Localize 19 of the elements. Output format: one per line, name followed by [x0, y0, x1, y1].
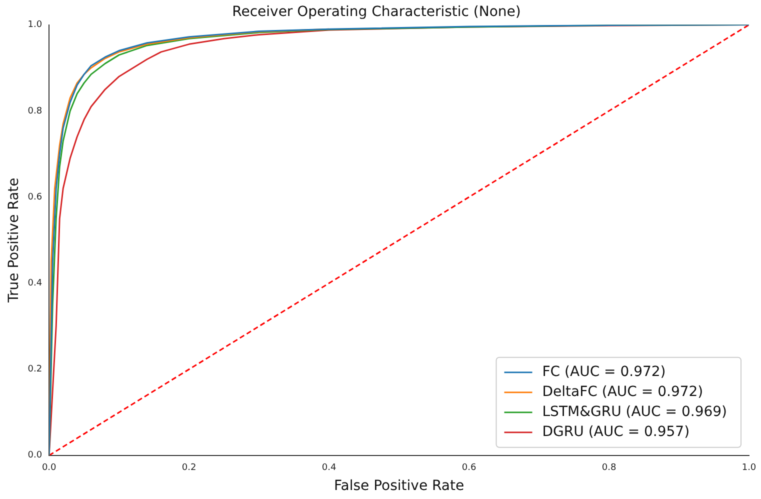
x-tick-label: 0.8 [602, 463, 616, 474]
chart-title: Receiver Operating Characteristic (None) [232, 4, 521, 20]
x-axis-title: False Positive Rate [334, 478, 464, 494]
y-tick-label: 0.6 [28, 192, 42, 202]
legend-label: DGRU (AUC = 0.957) [542, 424, 690, 440]
x-tick-label: 0.4 [322, 463, 336, 474]
x-tick-label: 1.0 [742, 463, 756, 474]
x-tick-label: 0.0 [42, 463, 57, 474]
x-tick-label: 0.2 [182, 463, 196, 474]
y-tick-label: 1.0 [28, 20, 42, 30]
legend-label: LSTM&GRU (AUC = 0.969) [542, 404, 728, 420]
y-tick-label: 0.2 [28, 364, 42, 375]
y-axis-title: True Positive Rate [6, 178, 22, 304]
legend-label: FC (AUC = 0.972) [542, 364, 666, 380]
y-tick-label: 0.4 [28, 278, 42, 289]
x-tick-label: 0.6 [462, 463, 476, 474]
y-tick-label: 0.8 [28, 106, 42, 116]
y-tick-label: 0.0 [28, 450, 42, 461]
legend-label: DeltaFC (AUC = 0.972) [542, 384, 704, 400]
